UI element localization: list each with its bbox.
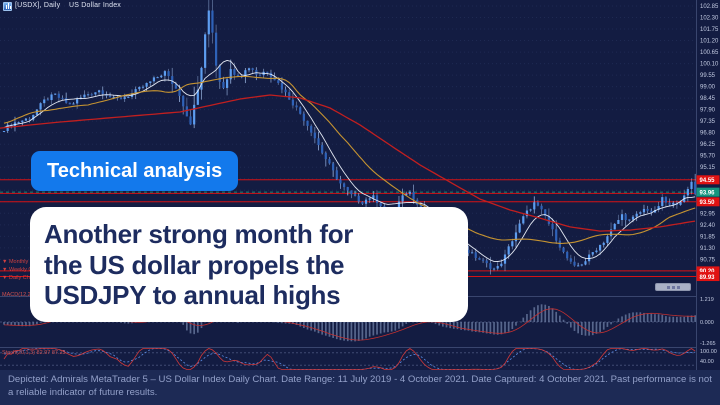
svg-text:100.00: 100.00: [700, 349, 717, 355]
svg-text:96.25: 96.25: [700, 142, 716, 148]
daily-change-label: ▼ Daily Change: [2, 275, 42, 281]
svg-text:1.219: 1.219: [700, 297, 714, 303]
svg-text:93.50: 93.50: [700, 200, 716, 206]
disclaimer-bar: Depicted: Admirals MetaTrader 5 – US Dol…: [0, 370, 720, 405]
macd-indicator-label: MACD(12,26,1) 0: [2, 292, 45, 298]
svg-text:92.95: 92.95: [700, 211, 716, 217]
svg-text:-1.265: -1.265: [700, 341, 716, 347]
svg-text:90.75: 90.75: [700, 257, 716, 263]
technical-analysis-badge: Technical analysis: [31, 151, 239, 191]
svg-text:100.10: 100.10: [700, 62, 719, 68]
svg-text:97.35: 97.35: [700, 119, 716, 125]
svg-text:91.30: 91.30: [700, 246, 716, 252]
disclaimer-text: Depicted: Admirals MetaTrader 5 – US Dol…: [8, 374, 712, 398]
ma-medium-orange: [3, 75, 696, 244]
svg-text:91.85: 91.85: [700, 234, 716, 240]
svg-text:102.30: 102.30: [700, 16, 719, 22]
weekly-change-label: ▼ Weekly Change: [2, 267, 48, 273]
stoch-main-line: [3, 348, 696, 370]
svg-text:96.80: 96.80: [700, 131, 716, 137]
badge-label: Technical analysis: [47, 160, 223, 182]
svg-text:99.55: 99.55: [700, 73, 716, 79]
svg-text:100.65: 100.65: [700, 50, 719, 56]
svg-text:92.40: 92.40: [700, 223, 716, 229]
price-marker: [696, 266, 720, 276]
ma-slow-red: [0, 94, 696, 232]
svg-text:95.70: 95.70: [700, 154, 716, 160]
svg-text:95.15: 95.15: [700, 165, 716, 171]
headline-line-3: USDJPY to annual highs: [44, 280, 341, 310]
headline-line-2: the US dollar propels the: [44, 249, 345, 280]
svg-text:101.75: 101.75: [700, 27, 719, 33]
svg-text:40.00: 40.00: [700, 359, 714, 365]
price-marker: [696, 272, 720, 282]
svg-text:98.45: 98.45: [700, 96, 716, 102]
svg-text:99.00: 99.00: [700, 85, 716, 91]
svg-text:0.000: 0.000: [700, 320, 714, 326]
svg-text:97.90: 97.90: [700, 108, 716, 114]
chart-scrollbar-widget[interactable]: [655, 283, 691, 291]
svg-text:93.96: 93.96: [700, 190, 716, 196]
svg-text:89.93: 89.93: [700, 275, 716, 281]
svg-text:101.20: 101.20: [700, 39, 719, 45]
svg-text:102.85: 102.85: [700, 4, 719, 10]
candlestick-chart-icon: [3, 2, 12, 11]
monthly-change-label: ▼ Monthly Change: [2, 259, 50, 265]
headline-card: Another strong month for the US dollar p…: [30, 207, 468, 322]
price-marker: [696, 197, 720, 207]
svg-text:94.55: 94.55: [700, 178, 716, 184]
price-marker: [696, 175, 720, 185]
price-marker: [696, 187, 720, 197]
chart-title: [USDX], Daily US Dollar Index: [15, 2, 121, 9]
headline-line-1: Another strong month for: [44, 219, 354, 249]
ma-fast-white: [3, 59, 696, 262]
stoch-indicator-label: Stoch(20,1,3) 82.97 87.25: [2, 350, 66, 356]
